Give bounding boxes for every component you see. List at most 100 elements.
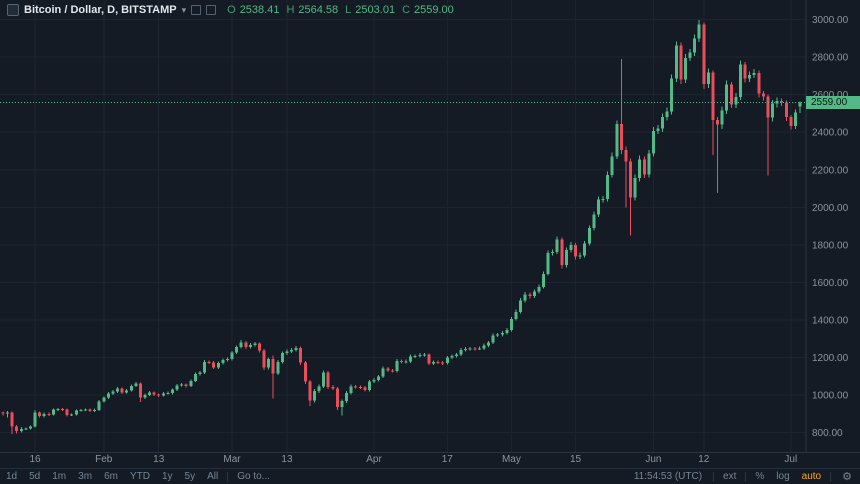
candle-body	[697, 24, 701, 39]
candle-body	[74, 410, 78, 415]
price-axis-label[interactable]: 2800.00	[812, 53, 849, 64]
range-button-1d[interactable]: 1d	[0, 469, 23, 484]
candle-body	[38, 412, 42, 417]
candle-body	[706, 72, 710, 85]
candle-body	[152, 392, 156, 395]
candle-body	[377, 376, 381, 380]
candle-body	[509, 318, 513, 330]
candle-body	[780, 100, 784, 103]
range-button-all[interactable]: All	[201, 469, 224, 484]
candlestick-chart[interactable]: 3000.00 2800.00 2600.00 2400.00 2200.00 2000.…	[0, 0, 860, 453]
candle-body	[88, 409, 92, 411]
symbol-title[interactable]: Bitcoin / Dollar, D, BITSTAMP	[24, 4, 177, 16]
candle-body	[638, 159, 642, 179]
price-axis-label[interactable]: 2000.00	[812, 203, 849, 214]
toolbar-separator	[830, 471, 832, 482]
candle-body	[294, 347, 298, 350]
price-axis-label[interactable]: 2200.00	[812, 165, 849, 176]
candle-body	[409, 356, 413, 362]
candle-body	[193, 374, 197, 381]
time-axis[interactable]: 16 Feb 13 Mar 13 Apr 17 May 15 Jun 12 Jul	[0, 453, 860, 468]
candle-body	[427, 354, 431, 364]
candle-body	[624, 150, 628, 162]
candle-body	[134, 383, 138, 386]
candle-body	[386, 368, 390, 371]
price-axis-label[interactable]: 2600.00	[812, 90, 849, 101]
goto-button[interactable]: Go to...	[231, 469, 276, 484]
candle-body	[679, 45, 683, 80]
candle-body	[56, 409, 60, 411]
candle-body	[317, 386, 321, 392]
legend-compare-icon[interactable]	[206, 5, 217, 15]
candle-body	[129, 385, 133, 391]
price-axis-label[interactable]: 1000.00	[812, 390, 849, 401]
legend-settings-icon[interactable]	[191, 5, 202, 15]
candle-body	[422, 354, 426, 356]
range-button-ytd[interactable]: YTD	[124, 469, 156, 484]
candle-body	[239, 342, 243, 348]
candle-body	[326, 372, 330, 387]
price-axis-label[interactable]: 1600.00	[812, 278, 849, 289]
high-value: 2564.58	[298, 4, 339, 16]
candle-body	[574, 244, 578, 257]
range-button-5d[interactable]: 5d	[23, 469, 46, 484]
candle-body	[702, 24, 706, 85]
time-axis-label: May	[501, 454, 521, 465]
candle-body	[6, 412, 10, 414]
price-axis-label[interactable]: 2400.00	[812, 128, 849, 139]
candle-body	[537, 286, 541, 292]
symbol-logo-icon[interactable]	[7, 4, 19, 16]
candle-body	[340, 401, 344, 408]
candle-body	[363, 387, 367, 390]
extended-hours-button[interactable]: ext	[717, 469, 742, 484]
range-button-1y[interactable]: 1y	[156, 469, 179, 484]
candle-body	[734, 96, 738, 105]
range-button-5y[interactable]: 5y	[179, 469, 202, 484]
price-axis-label[interactable]: 800.00	[812, 428, 843, 439]
scale-controls: 11:54:53 (UTC) ext % log auto ⚙	[626, 469, 860, 484]
candle-body	[331, 386, 335, 389]
range-button-6m[interactable]: 6m	[98, 469, 124, 484]
log-scale-button[interactable]: log	[770, 469, 795, 484]
candle-body	[601, 199, 605, 201]
candle-body	[157, 394, 161, 396]
candle-body	[303, 362, 307, 382]
candle-body	[148, 392, 152, 395]
candle-body	[729, 84, 733, 105]
candle-body	[61, 409, 65, 411]
ohlc-readout: O 2538.41 H 2564.58 L 2503.01 C 2559.00	[227, 4, 457, 16]
candle-body	[665, 111, 669, 118]
candle-body	[262, 350, 266, 368]
candle-body	[761, 93, 765, 97]
candle-body	[276, 361, 280, 374]
symbol-dropdown-caret-icon[interactable]: ▾	[181, 4, 187, 15]
clock-utc[interactable]: 11:54:53 (UTC)	[633, 471, 703, 482]
candle-body	[477, 348, 481, 350]
candle-body	[450, 356, 454, 358]
price-axis-label[interactable]: 3000.00	[812, 15, 849, 26]
range-button-1m[interactable]: 1m	[46, 469, 72, 484]
range-button-3m[interactable]: 3m	[72, 469, 98, 484]
candle-body	[120, 388, 124, 393]
candle-body	[587, 228, 591, 244]
candle-body	[793, 112, 797, 126]
time-axis-label: 17	[441, 454, 453, 465]
current-price-tag[interactable]: 2559.00	[806, 95, 860, 109]
price-axis-label[interactable]: 1200.00	[812, 353, 849, 364]
price-axis-label[interactable]: 1800.00	[812, 240, 849, 251]
candle-body	[738, 64, 742, 97]
time-axis-label: Apr	[366, 454, 382, 465]
settings-gear-icon[interactable]: ⚙	[834, 469, 860, 484]
candle-body	[468, 348, 472, 350]
open-label: O	[227, 4, 236, 16]
auto-scale-button[interactable]: auto	[796, 469, 827, 484]
percent-scale-button[interactable]: %	[749, 469, 770, 484]
candle-body	[184, 384, 188, 386]
candle-body	[312, 391, 316, 401]
candle-body	[189, 380, 193, 386]
price-axis-label[interactable]: 1400.00	[812, 315, 849, 326]
candle-body	[606, 174, 610, 200]
candle-body	[784, 102, 788, 118]
low-value: 2503.01	[355, 4, 396, 16]
time-axis-label: Mar	[223, 454, 241, 465]
